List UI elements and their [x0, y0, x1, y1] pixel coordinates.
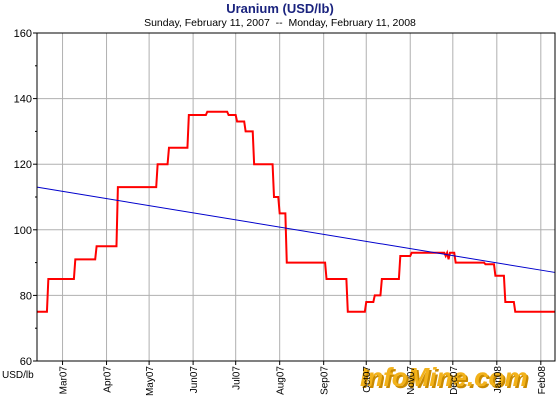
chart-subtitle: Sunday, February 11, 2007 -- Monday, Feb…: [144, 17, 416, 29]
x-axis: Mar07 Apr07 May07 Jun07 Jul07 Aug07 Sep07 Oct07…: [59, 361, 548, 396]
watermark-text: InfoMine: [360, 362, 467, 392]
y-tick-label: 120: [14, 159, 32, 171]
y-tick-label: 60: [20, 356, 32, 368]
watermark-suffix: .com: [467, 362, 528, 392]
plot-frame: [36, 32, 556, 362]
x-tick-label: Aug07: [276, 366, 287, 395]
x-tick-label: Oct07: [362, 366, 373, 393]
price-line: [37, 110, 555, 313]
trend-line: [36, 186, 556, 273]
y-axis: 60 80 100 120 140 160: [14, 28, 37, 368]
x-tick-label: Jun07: [189, 366, 200, 394]
chart-title: Uranium (USD/lb): [226, 1, 334, 16]
x-tick-label: Jul07: [232, 366, 243, 390]
y-tick-label: 140: [14, 94, 32, 106]
x-tick-label: Jan08: [493, 366, 504, 394]
y-tick-label: 100: [14, 225, 32, 237]
infomine-watermark: InfoMine .com InfoMine .com: [360, 362, 530, 394]
y-tick-label: 160: [14, 28, 32, 40]
x-tick-label: Sep07: [320, 366, 331, 395]
grid-lines: [37, 32, 555, 362]
watermark-text-shadow: InfoMine: [362, 364, 469, 394]
x-tick-label: Feb08: [537, 366, 548, 395]
watermark-suffix-shadow: .com: [469, 364, 530, 394]
x-tick-label: May07: [145, 366, 156, 396]
series-lines: [36, 110, 556, 313]
y-axis-unit-label: USD/lb: [2, 370, 34, 381]
y-tick-label: 80: [20, 290, 32, 302]
x-tick-label: Apr07: [103, 366, 114, 393]
x-tick-label: Nov07: [406, 366, 417, 395]
x-tick-label: Mar07: [59, 366, 70, 395]
x-tick-label: Dec07: [449, 366, 460, 395]
